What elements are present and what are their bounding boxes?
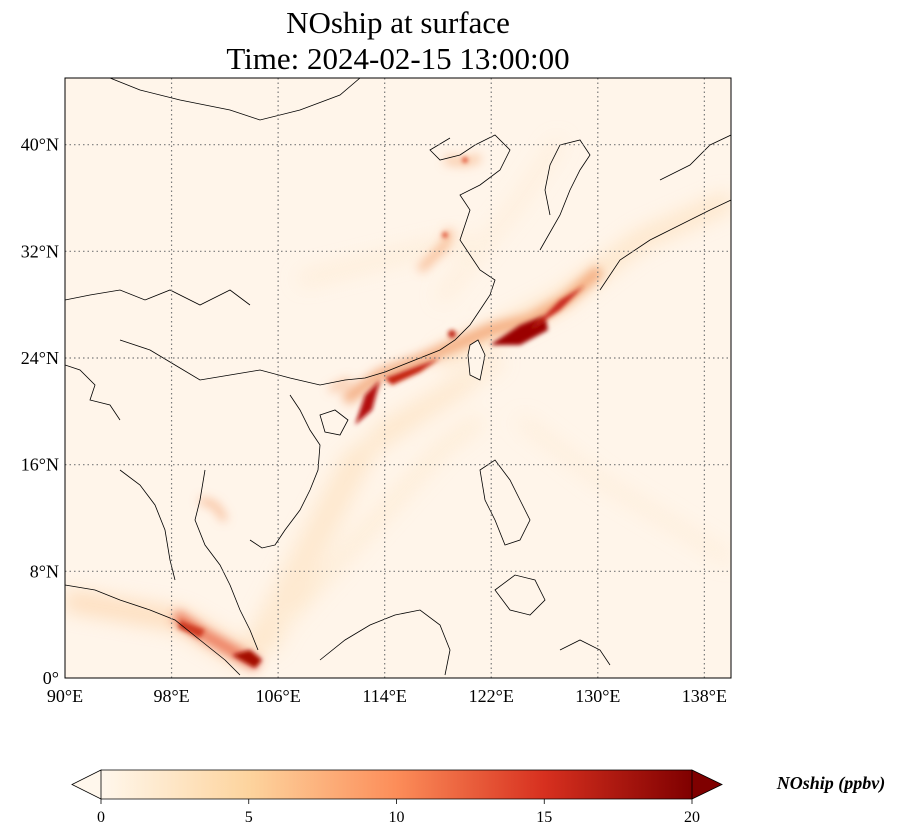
- lat-tick-label: 16°N: [21, 455, 59, 475]
- colorbar-extend-low: [71, 769, 102, 800]
- lat-tick-label: 24°N: [21, 348, 59, 368]
- lat-tick-label: 0°: [43, 668, 59, 688]
- colorbar-tick-label: 10: [389, 809, 405, 826]
- map-title-line1: NOship at surface: [286, 5, 510, 40]
- map-title-line2: Time: 2024-02-15 13:00:00: [226, 41, 570, 76]
- colorbar-tick-label: 15: [536, 809, 552, 826]
- colorbar: 0 5 10 15 20 NOship (ppbv): [71, 769, 886, 826]
- coastlines: [65, 78, 731, 676]
- map-gridlines: [65, 78, 731, 678]
- colorbar-tick-label: 0: [97, 809, 105, 826]
- lat-tick-label: 32°N: [21, 241, 59, 261]
- lon-tick-label: 122°E: [469, 686, 514, 706]
- lat-tick-label: 8°N: [30, 561, 59, 581]
- latitude-axis: 0° 8°N 16°N 24°N 32°N 40°N: [21, 135, 59, 688]
- emission-hotspots: [178, 157, 585, 668]
- concentration-field: [65, 137, 731, 671]
- colorbar-ticks: 0 5 10 15 20: [97, 799, 700, 826]
- lon-tick-label: 90°E: [47, 686, 83, 706]
- longitude-axis: 90°E 98°E 106°E 114°E 122°E 130°E 138°E: [47, 686, 727, 706]
- lon-tick-label: 138°E: [682, 686, 727, 706]
- colorbar-tick-label: 5: [245, 809, 253, 826]
- map-frame: [64, 77, 732, 679]
- lon-tick-label: 98°E: [153, 686, 189, 706]
- map-panel: [64, 77, 732, 679]
- colorbar-extend-high: [691, 769, 723, 800]
- lat-tick-label: 40°N: [21, 135, 59, 155]
- lon-tick-label: 106°E: [256, 686, 301, 706]
- colorbar-label: NOship (ppbv): [776, 773, 886, 794]
- lon-tick-label: 130°E: [575, 686, 620, 706]
- lon-tick-label: 114°E: [362, 686, 407, 706]
- colorbar-tick-label: 20: [684, 809, 700, 826]
- colorbar-gradient: [101, 770, 692, 799]
